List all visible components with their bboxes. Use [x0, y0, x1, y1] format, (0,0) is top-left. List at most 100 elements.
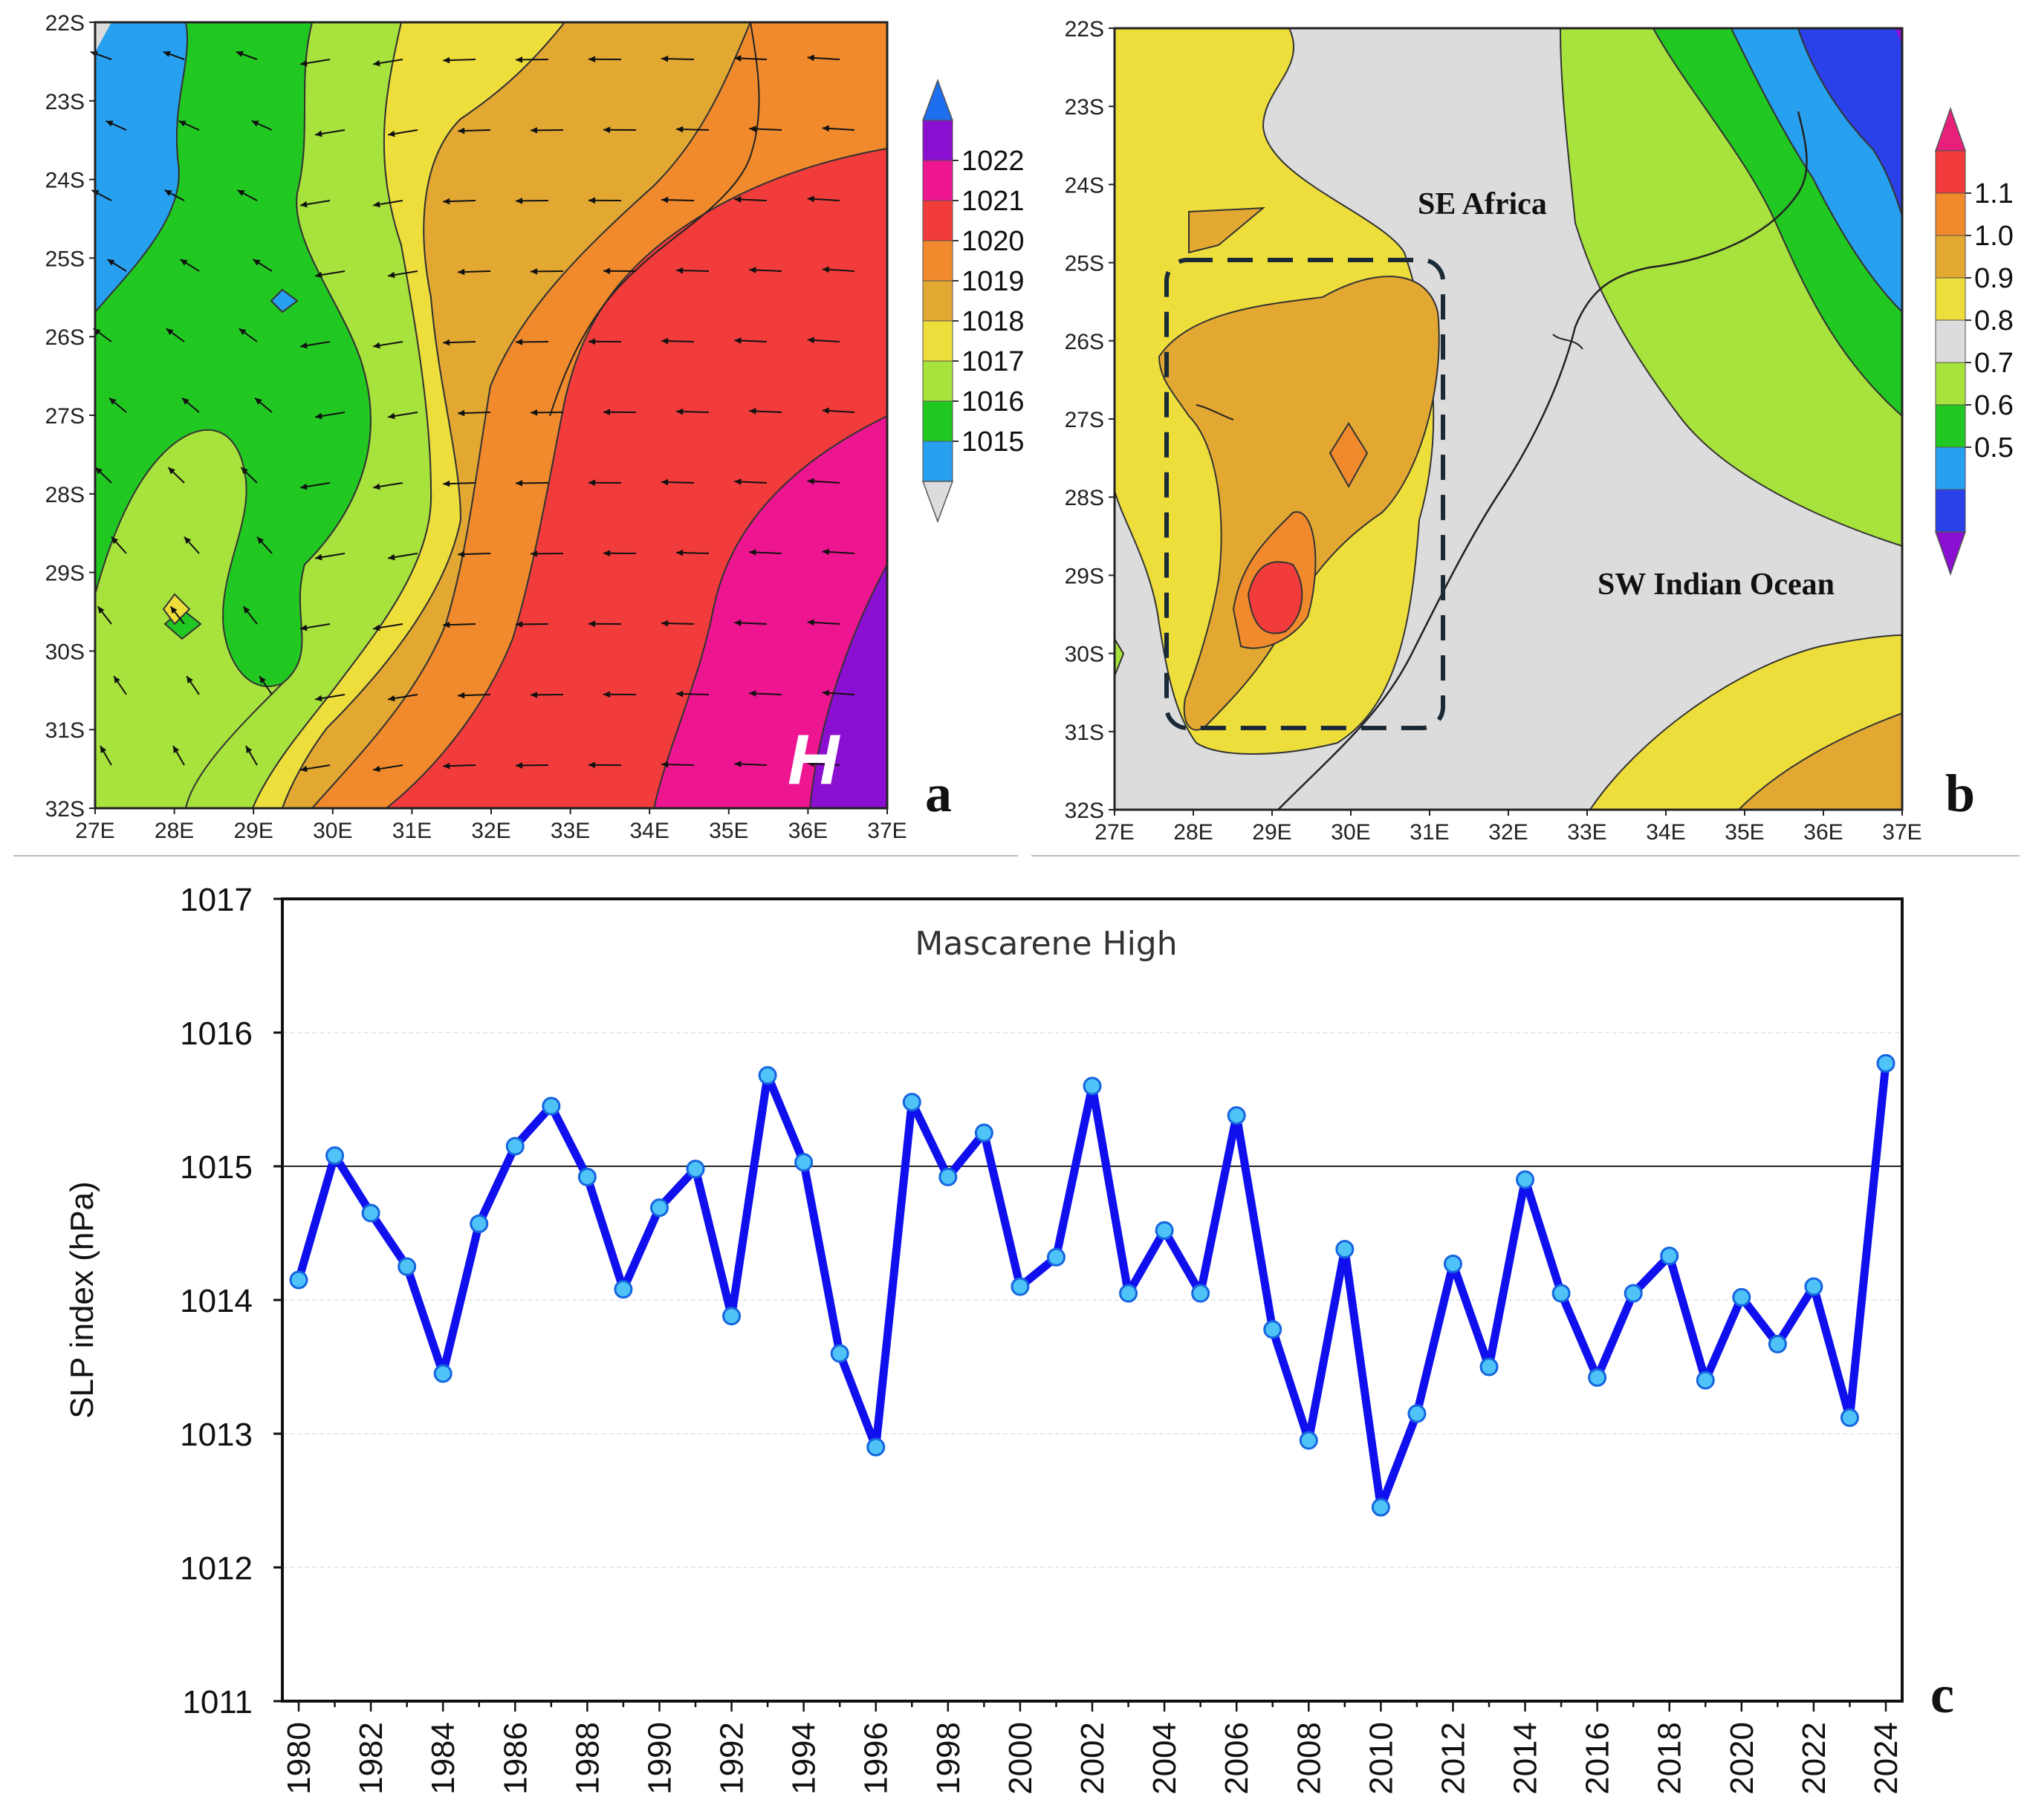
wind-arrow — [443, 56, 476, 64]
wind-arrow — [180, 259, 200, 272]
y-tick-label: 31S — [45, 718, 85, 743]
panel-a-map: H — [90, 21, 889, 810]
x-tick-label: 34E — [630, 819, 669, 843]
wind-arrow — [822, 548, 855, 556]
series-line — [294, 1062, 1890, 1512]
wind-arrow — [676, 267, 710, 274]
data-point — [1263, 1320, 1282, 1339]
colorbar-cell — [922, 400, 953, 442]
x-tick-label: 1986 — [497, 1722, 533, 1795]
wind-arrow — [531, 550, 564, 557]
x-tick-label: 33E — [1567, 820, 1606, 845]
chart-title: Mascarene High — [915, 925, 1177, 963]
x-tick-label: 2004 — [1147, 1722, 1183, 1795]
wind-arrow — [807, 478, 840, 485]
y-tick-label: 28S — [1065, 486, 1104, 510]
y-tick-label: 1016 — [180, 1015, 253, 1052]
data-point — [1155, 1221, 1174, 1240]
wind-arrow — [822, 407, 855, 415]
wind-arrow — [108, 397, 127, 413]
data-point — [1696, 1371, 1715, 1390]
colorbar-cell — [1935, 446, 1966, 490]
data-point — [1876, 1053, 1895, 1073]
y-tick-label: 29S — [45, 562, 85, 586]
y-tick-label: 23S — [1065, 95, 1104, 120]
y-tick-label: 28S — [45, 483, 85, 507]
data-point — [866, 1437, 886, 1457]
x-tick-label: 30E — [1331, 820, 1370, 845]
x-tick-label: 32E — [1488, 820, 1528, 845]
data-point — [974, 1123, 993, 1143]
wind-arrow — [531, 692, 564, 698]
x-tick-label: 31E — [1410, 820, 1449, 845]
x-tick-label: 36E — [788, 819, 828, 843]
wind-arrow — [299, 764, 331, 773]
wind-arrow — [734, 620, 768, 626]
y-tick-label: 30S — [1065, 643, 1104, 667]
wind-arrow — [443, 198, 476, 205]
data-point — [1768, 1334, 1787, 1353]
colorbar-cell — [1935, 319, 1966, 363]
colorbar-cell — [922, 200, 953, 241]
colorbar-tick-label: 0.5 — [1974, 432, 2014, 464]
data-point — [577, 1167, 597, 1186]
wind-arrow — [661, 478, 695, 486]
x-tick-label: 29E — [1252, 820, 1291, 845]
wind-arrow — [253, 259, 273, 272]
wind-arrow — [749, 549, 782, 556]
y-tick-label: 29S — [1065, 564, 1104, 588]
data-point — [938, 1167, 958, 1186]
x-tick-label: 2002 — [1074, 1722, 1111, 1795]
y-tick-label: 1017 — [180, 882, 253, 918]
data-point — [1046, 1247, 1066, 1267]
wind-arrow — [372, 764, 403, 773]
colorbar-cell — [1935, 489, 1966, 533]
x-tick-label: 1982 — [353, 1722, 389, 1795]
panel-c-label: c — [1930, 1665, 1954, 1724]
wind-arrow — [516, 480, 549, 487]
x-tick-label: 1984 — [425, 1722, 461, 1795]
wind-arrow — [372, 59, 403, 67]
wind-arrow — [314, 412, 346, 420]
wind-arrow — [661, 761, 695, 768]
x-tick-label: 33E — [551, 819, 590, 843]
wind-arrow — [676, 126, 710, 133]
wind-arrow — [113, 675, 127, 695]
wind-arrow — [661, 337, 695, 345]
wind-arrow — [458, 692, 491, 699]
data-point — [325, 1146, 345, 1166]
data-point — [1840, 1408, 1859, 1427]
data-points — [289, 1053, 1895, 1517]
wind-arrow — [734, 337, 768, 344]
colorbar-tick-label: 1016 — [961, 386, 1025, 417]
wind-arrow — [603, 550, 637, 557]
wind-arrow — [166, 328, 185, 342]
y-tick-label: 30S — [45, 640, 85, 664]
wind-arrow — [106, 120, 127, 131]
colorbar-cell — [1935, 235, 1966, 279]
wind-arrow — [314, 129, 346, 137]
x-tick-label: 37E — [867, 819, 907, 843]
wind-arrow — [443, 480, 476, 487]
data-point — [1624, 1284, 1643, 1303]
x-tick-label: 2022 — [1796, 1722, 1832, 1795]
colorbar-cell — [1935, 150, 1966, 194]
colorbar-tick-label: 1015 — [961, 426, 1025, 458]
wind-arrow — [531, 127, 564, 134]
data-point — [649, 1198, 669, 1218]
wind-arrow — [531, 268, 564, 275]
wind-arrow — [372, 341, 403, 349]
y-tick-label: 24S — [1065, 173, 1104, 198]
data-point — [542, 1096, 561, 1116]
wind-arrow — [458, 268, 491, 276]
panel-b-map: SE Africa SW Indian Ocean — [1113, 27, 1904, 811]
wind-arrow — [603, 126, 637, 134]
x-tick-label: 1992 — [714, 1722, 750, 1795]
wind-arrow — [299, 59, 331, 67]
y-tick-label: 23S — [45, 90, 85, 114]
wind-arrow — [749, 690, 782, 697]
colorbar-top-arrow — [921, 78, 954, 121]
colorbar-cell — [922, 441, 953, 482]
wind-arrow — [256, 536, 273, 554]
wind-arrow — [299, 341, 331, 349]
